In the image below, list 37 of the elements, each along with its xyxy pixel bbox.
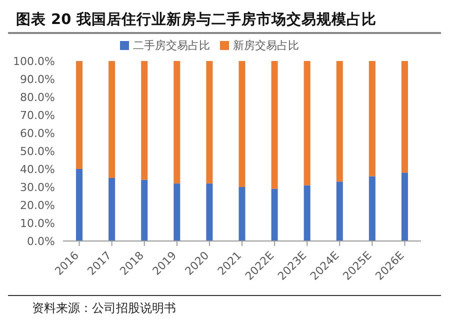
legend-label: 二手房交易占比 (133, 39, 210, 52)
bar (238, 187, 246, 241)
bar (401, 61, 408, 173)
bar (174, 61, 180, 184)
bar (76, 61, 83, 169)
bar (336, 61, 343, 182)
bar (238, 61, 246, 187)
bar (368, 61, 376, 176)
bar (401, 172, 408, 241)
y-tick-label: 60.0% (20, 126, 55, 140)
bar (336, 182, 343, 241)
bar (141, 180, 148, 241)
bar (271, 61, 278, 189)
legend-label: 新房交易占比 (233, 39, 299, 52)
y-tick-label: 20.0% (20, 198, 55, 212)
y-tick-label: 30.0% (20, 180, 55, 194)
y-tick-label: 50.0% (20, 144, 55, 158)
y-tick-label: 70.0% (20, 108, 55, 122)
text: 资料来源：公司招股说明书 (32, 300, 177, 317)
bar (76, 169, 83, 241)
bar (368, 176, 376, 241)
y-tick-label: 100.0% (13, 54, 55, 68)
bar (141, 61, 148, 180)
bar (174, 183, 180, 241)
bar (304, 185, 310, 241)
y-tick-label: 10.0% (20, 216, 55, 230)
bar (304, 61, 310, 186)
bar (108, 61, 116, 178)
bar (271, 188, 278, 241)
y-tick-label: 90.0% (20, 72, 55, 86)
y-tick-label: 80.0% (20, 90, 55, 104)
bar (108, 178, 116, 241)
y-tick-label: 0.0% (27, 234, 55, 248)
chart-title: 图表 20 我国居住行业新房与二手房市场交易规模占比 (8, 8, 441, 34)
y-tick-label: 40.0% (20, 162, 55, 176)
bar (206, 183, 213, 241)
bar (206, 61, 213, 184)
